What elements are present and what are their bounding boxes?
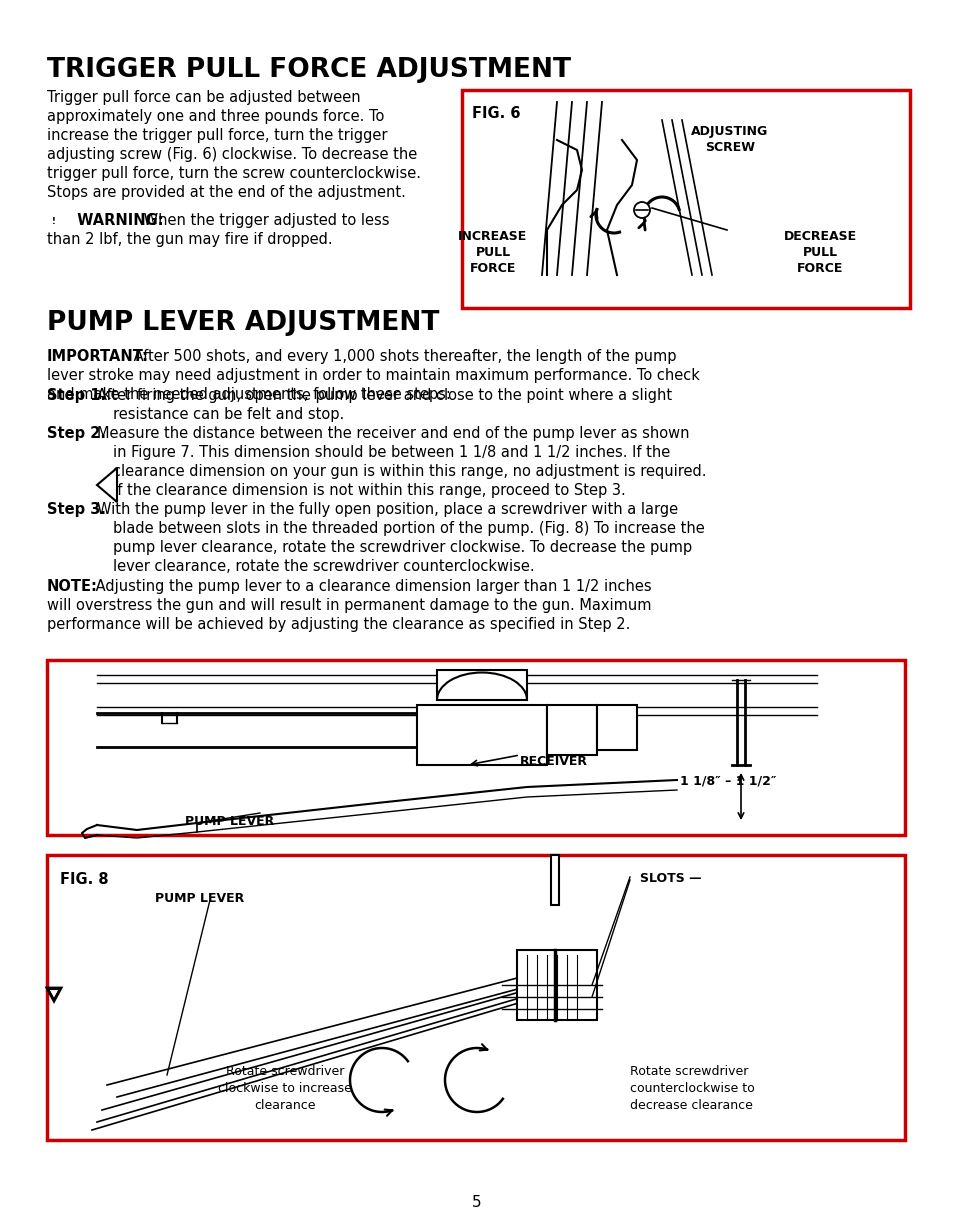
Text: adjusting screw (Fig. 6) clockwise. To decrease the: adjusting screw (Fig. 6) clockwise. To d… — [47, 147, 416, 162]
Text: approximately one and three pounds force. To: approximately one and three pounds force… — [47, 109, 384, 124]
Text: than 2 lbf, the gun may fire if dropped.: than 2 lbf, the gun may fire if dropped. — [47, 232, 333, 247]
Text: resistance can be felt and stop.: resistance can be felt and stop. — [112, 407, 344, 422]
Text: WARNING:: WARNING: — [67, 213, 164, 228]
Text: Measure the distance between the receiver and end of the pump lever as shown: Measure the distance between the receive… — [97, 426, 689, 441]
Text: With the pump lever in the fully open position, place a screwdriver with a large: With the pump lever in the fully open po… — [97, 502, 678, 518]
Text: INCREASE
PULL
FORCE: INCREASE PULL FORCE — [457, 230, 527, 275]
Text: Step 3.: Step 3. — [47, 502, 106, 518]
Text: Rotate screwdriver
counterclockwise to
decrease clearance: Rotate screwdriver counterclockwise to d… — [629, 1066, 754, 1112]
Text: PUMP LEVER: PUMP LEVER — [154, 892, 244, 905]
Bar — [416, 705, 546, 765]
Text: If the clearance dimension is not within this range, proceed to Step 3.: If the clearance dimension is not within… — [112, 484, 625, 498]
Bar — [47, 660, 904, 835]
Text: NOTE:: NOTE: — [47, 580, 98, 594]
Text: lever stroke may need adjustment in order to maintain maximum performance. To ch: lever stroke may need adjustment in orde… — [47, 368, 700, 383]
Text: Step 2.: Step 2. — [47, 426, 106, 441]
Polygon shape — [48, 989, 60, 1000]
Text: PUMP LEVER ADJUSTMENT: PUMP LEVER ADJUSTMENT — [47, 310, 439, 337]
Text: increase the trigger pull force, turn the trigger: increase the trigger pull force, turn th… — [47, 128, 387, 143]
Text: RECEIVER: RECEIVER — [519, 755, 587, 768]
Text: ADJUSTING
SCREW: ADJUSTING SCREW — [691, 125, 768, 154]
Text: performance will be achieved by adjusting the clearance as specified in Step 2.: performance will be achieved by adjustin… — [47, 617, 630, 632]
Text: SLOTS —: SLOTS — — [639, 872, 700, 885]
Text: PUMP LEVER: PUMP LEVER — [185, 815, 274, 827]
Text: After firing the gun, open the pump lever and close to the point where a slight: After firing the gun, open the pump leve… — [97, 388, 672, 403]
Circle shape — [634, 202, 649, 217]
Polygon shape — [97, 468, 117, 502]
Text: 5: 5 — [472, 1196, 481, 1210]
Text: TRIGGER PULL FORCE ADJUSTMENT: TRIGGER PULL FORCE ADJUSTMENT — [47, 57, 571, 83]
Text: !: ! — [52, 217, 56, 226]
Text: blade between slots in the threaded portion of the pump. (Fig. 8) To increase th: blade between slots in the threaded port… — [112, 521, 704, 536]
Bar — [461, 90, 909, 307]
Text: Adjusting the pump lever to a clearance dimension larger than 1 1/2 inches: Adjusting the pump lever to a clearance … — [91, 580, 651, 594]
Bar — [546, 705, 597, 755]
Text: 1 1/8″ – 1 1/2″: 1 1/8″ – 1 1/2″ — [679, 775, 776, 789]
Text: IMPORTANT:: IMPORTANT: — [47, 349, 149, 364]
Text: clearance dimension on your gun is within this range, no adjustment is required.: clearance dimension on your gun is withi… — [112, 464, 706, 479]
Bar — [517, 950, 597, 1021]
Text: Step 1.: Step 1. — [47, 388, 106, 403]
Text: After 500 shots, and every 1,000 shots thereafter, the length of the pump: After 500 shots, and every 1,000 shots t… — [129, 349, 676, 364]
Text: will overstress the gun and will result in permanent damage to the gun. Maximum: will overstress the gun and will result … — [47, 598, 651, 614]
Text: Rotate screwdriver
clockwise to increase
clearance: Rotate screwdriver clockwise to increase… — [218, 1066, 352, 1112]
Bar — [436, 669, 526, 700]
Bar — [597, 705, 637, 750]
Text: and make the needed adjustments, follow these steps:: and make the needed adjustments, follow … — [47, 388, 451, 402]
Bar — [551, 855, 558, 905]
Text: pump lever clearance, rotate the screwdriver clockwise. To decrease the pump: pump lever clearance, rotate the screwdr… — [112, 539, 691, 555]
Text: DECREASE
PULL
FORCE: DECREASE PULL FORCE — [782, 230, 856, 275]
Text: When the trigger adjusted to less: When the trigger adjusted to less — [139, 213, 389, 228]
Text: lever clearance, rotate the screwdriver counterclockwise.: lever clearance, rotate the screwdriver … — [112, 559, 534, 573]
Text: Trigger pull force can be adjusted between: Trigger pull force can be adjusted betwe… — [47, 90, 360, 104]
Text: FIG. 8: FIG. 8 — [60, 872, 109, 887]
Bar — [47, 855, 904, 1140]
Text: in Figure 7. This dimension should be between 1 1/8 and 1 1/2 inches. If the: in Figure 7. This dimension should be be… — [112, 445, 670, 460]
Text: trigger pull force, turn the screw counterclockwise.: trigger pull force, turn the screw count… — [47, 166, 420, 181]
Text: Stops are provided at the end of the adjustment.: Stops are provided at the end of the adj… — [47, 185, 405, 200]
Text: FIG. 6: FIG. 6 — [472, 106, 520, 122]
